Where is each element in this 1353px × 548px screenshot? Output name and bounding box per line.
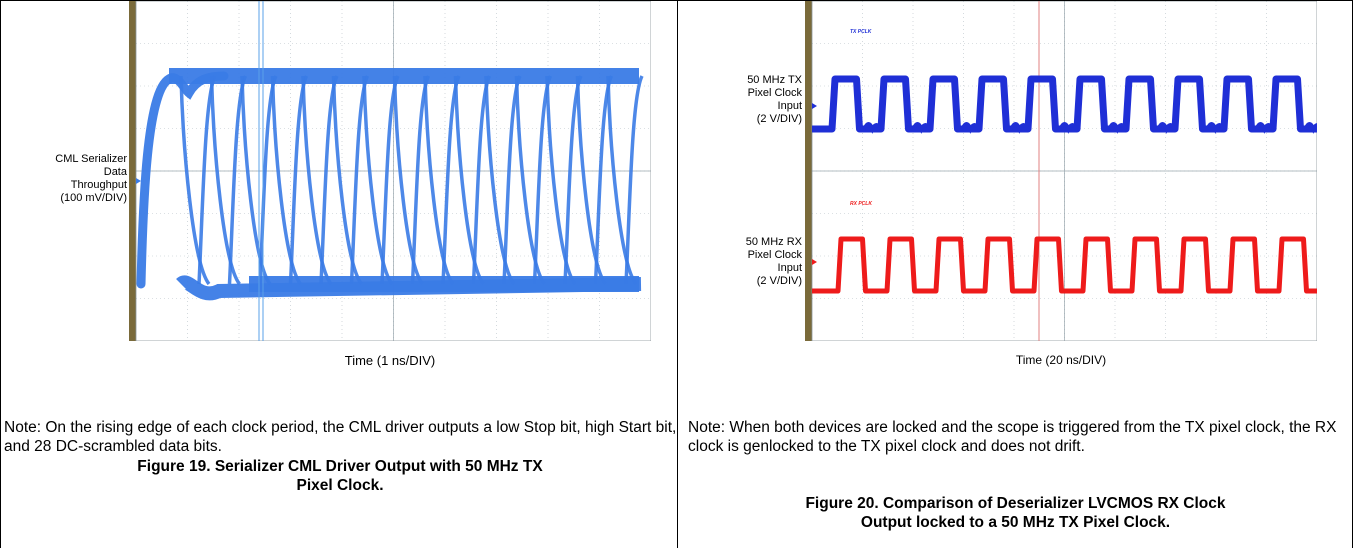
fig20-rx-label: 50 MHz RX Pixel Clock Input (2 V/DIV) bbox=[692, 236, 802, 288]
eye-fall-trace bbox=[484, 75, 516, 286]
tx-ringing bbox=[1156, 122, 1177, 134]
fig20-caption-line: Output locked to a 50 MHz TX Pixel Clock… bbox=[860, 514, 1171, 531]
eye-rise-edge bbox=[624, 75, 644, 285]
rx-channel-label: RX PCLK bbox=[850, 201, 872, 207]
eye-ground-marker bbox=[136, 178, 141, 184]
tx-ringing bbox=[960, 122, 981, 134]
eye-low-band bbox=[176, 275, 642, 301]
clock-grid bbox=[811, 1, 1317, 341]
rx-label-line: Pixel Clock bbox=[747, 249, 802, 261]
fig19-ylabel-line: CML Serializer bbox=[55, 153, 127, 165]
rx-ground-marker bbox=[812, 259, 817, 265]
scope-bezel-left bbox=[129, 1, 136, 341]
fig19-caption-line: Figure 19. Serializer CML Driver Output … bbox=[137, 458, 543, 475]
screen-border bbox=[135, 1, 651, 341]
tx-ringing bbox=[1107, 122, 1128, 134]
eye-fall-trace bbox=[606, 75, 638, 286]
fig19-caption-line: Pixel Clock. bbox=[296, 477, 384, 494]
tx-ringing bbox=[1205, 122, 1226, 134]
tx-label-line: Pixel Clock bbox=[747, 87, 802, 99]
tx-ringing bbox=[1303, 122, 1317, 134]
fig20-tx-label: 50 MHz TX Pixel Clock Input (2 V/DIV) bbox=[692, 74, 802, 126]
fig20-caption: Figure 20. Comparison of Deserializer LV… bbox=[678, 494, 1353, 532]
eye-fall-trace bbox=[453, 75, 485, 286]
fig20-caption-line: Figure 20. Comparison of Deserializer LV… bbox=[805, 495, 1226, 512]
tx-label-line: (2 V/DIV) bbox=[756, 113, 802, 125]
tx-ringing bbox=[862, 122, 883, 134]
screen-border bbox=[811, 1, 1317, 341]
tx-ringing bbox=[1009, 122, 1030, 134]
eye-fall-trace bbox=[331, 75, 363, 286]
eye-high-band bbox=[169, 68, 639, 84]
eye-fall-trace bbox=[423, 75, 455, 286]
eye-grid bbox=[135, 1, 651, 341]
rx-label-line: Input bbox=[777, 262, 802, 274]
fig19-y-axis-label: CML Serializer Data Throughput (100 mV/D… bbox=[19, 153, 127, 205]
figure-19-panel: CML Serializer Data Throughput (100 mV/D… bbox=[0, 0, 678, 548]
fig19-ylabel-line: Data bbox=[103, 166, 127, 178]
tx-ringing bbox=[1058, 122, 1079, 134]
tx-channel-label: TX PCLK bbox=[850, 29, 872, 35]
eye-fall-trace bbox=[514, 75, 546, 286]
fig20-clock-scope: TX PCLK RX PCLK bbox=[805, 1, 1317, 341]
eye-fall-trace bbox=[392, 75, 424, 286]
tx-label-line: 50 MHz TX bbox=[747, 74, 802, 86]
eye-fall-trace bbox=[209, 75, 241, 286]
fig19-caption: Figure 19. Serializer CML Driver Output … bbox=[1, 457, 679, 495]
eye-fall-trace bbox=[575, 75, 607, 286]
fig19-eye-diagram bbox=[129, 1, 651, 341]
fig19-note: Note: On the rising edge of each clock p… bbox=[4, 419, 677, 455]
fig20-note: Note: When both devices are locked and t… bbox=[688, 419, 1337, 455]
eye-fall-trace bbox=[179, 75, 211, 286]
fig19-ylabel-line: Throughput bbox=[70, 179, 127, 191]
tx-clock-waveform bbox=[812, 75, 1317, 133]
rx-label-line: 50 MHz RX bbox=[745, 236, 802, 248]
scope-bezel-left bbox=[805, 1, 812, 341]
eye-fall-trace bbox=[240, 75, 272, 286]
tx-ground-marker bbox=[812, 103, 817, 109]
fig19-ylabel-line: (100 mV/DIV) bbox=[60, 192, 127, 204]
figure-20-panel: 50 MHz TX Pixel Clock Input (2 V/DIV) 50… bbox=[678, 0, 1353, 548]
tx-ringing bbox=[1254, 122, 1275, 134]
tx-label-line: Input bbox=[777, 100, 802, 112]
eye-fall-trace bbox=[301, 75, 333, 286]
eye-traces bbox=[136, 68, 644, 301]
fig20-x-axis-label: Time (20 ns/DIV) bbox=[1015, 353, 1107, 367]
eye-fall-trace bbox=[362, 75, 394, 286]
eye-fall-trace bbox=[270, 75, 302, 286]
eye-fall-trace bbox=[545, 75, 577, 286]
rx-clock-waveform bbox=[812, 236, 1317, 294]
tx-ringing bbox=[911, 122, 932, 134]
fig19-x-axis-label: Time (1 ns/DIV) bbox=[344, 353, 436, 368]
clock-traces bbox=[812, 75, 1317, 294]
rx-label-line: (2 V/DIV) bbox=[756, 275, 802, 287]
